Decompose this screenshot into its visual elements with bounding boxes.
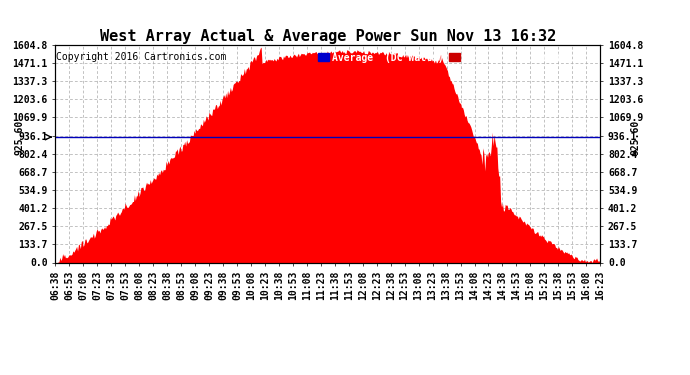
Text: 925.60: 925.60 [631,119,641,154]
Text: Copyright 2016 Cartronics.com: Copyright 2016 Cartronics.com [56,51,226,62]
Legend: Average  (DC Watts), West Array  (DC Watts): Average (DC Watts), West Array (DC Watts… [315,50,595,66]
Title: West Array Actual & Average Power Sun Nov 13 16:32: West Array Actual & Average Power Sun No… [99,29,556,44]
Text: 925.60: 925.60 [14,119,25,154]
